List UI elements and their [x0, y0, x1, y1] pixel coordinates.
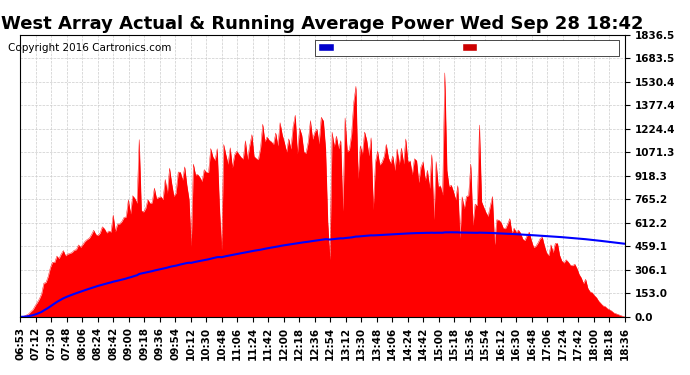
Title: West Array Actual & Running Average Power Wed Sep 28 18:42: West Array Actual & Running Average Powe… [1, 15, 644, 33]
Legend: Average  (DC Watts), West Array  (DC Watts): Average (DC Watts), West Array (DC Watts… [315, 40, 620, 56]
Text: Copyright 2016 Cartronics.com: Copyright 2016 Cartronics.com [8, 43, 172, 52]
